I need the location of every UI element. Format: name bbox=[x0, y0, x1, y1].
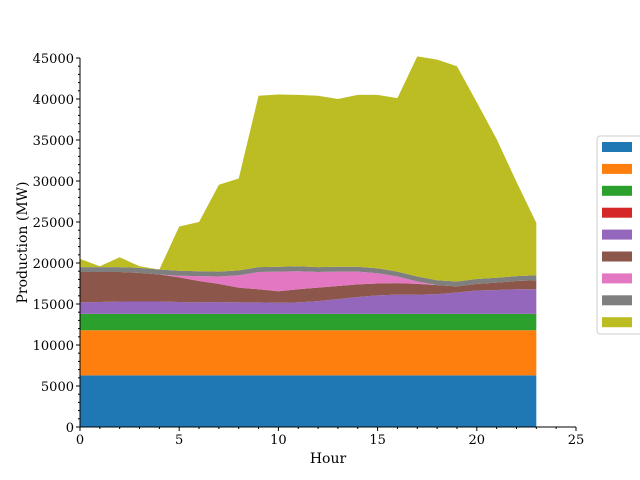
legend-swatch-7 bbox=[602, 273, 632, 284]
area-series-1 bbox=[80, 375, 537, 427]
y-tick-label: 15000 bbox=[33, 298, 74, 313]
y-tick-label: 40000 bbox=[33, 93, 74, 108]
area-series-group bbox=[80, 56, 537, 427]
legend-swatch-2 bbox=[602, 163, 632, 174]
tick-group: 0 5 10 15 20 25 0 5000 10000 15000 20000 25000 30000… bbox=[33, 52, 585, 448]
legend bbox=[596, 135, 640, 335]
y-tick-label: 30000 bbox=[33, 175, 74, 190]
y-tick-label: 45000 bbox=[33, 52, 74, 67]
legend-swatch-9 bbox=[602, 317, 632, 328]
x-axis-title: Hour bbox=[310, 451, 347, 467]
x-tick-label: 0 bbox=[76, 433, 84, 448]
y-tick-label: 35000 bbox=[33, 134, 74, 149]
y-tick-label: 5000 bbox=[41, 380, 74, 395]
area-series-3 bbox=[80, 313, 537, 331]
area-series-9 bbox=[80, 56, 537, 282]
x-tick-label: 5 bbox=[175, 433, 183, 448]
area-series-8 bbox=[80, 266, 537, 287]
y-tick-label: 10000 bbox=[33, 339, 74, 354]
legend-swatch-4 bbox=[602, 207, 632, 218]
legend-swatch-3 bbox=[602, 185, 632, 196]
x-tick-label: 10 bbox=[270, 433, 287, 448]
axes-group bbox=[79, 58, 576, 428]
legend-swatch-1 bbox=[602, 142, 632, 152]
x-tick-label: 20 bbox=[469, 433, 486, 448]
area-series-5 bbox=[80, 289, 537, 314]
x-tick-label: 25 bbox=[568, 433, 585, 448]
y-axis-title: Production (MW) bbox=[15, 181, 31, 303]
area-series-6 bbox=[80, 272, 537, 303]
legend-swatch-8 bbox=[602, 295, 632, 306]
area-series-2 bbox=[80, 330, 537, 376]
x-tick-label: 15 bbox=[369, 433, 386, 448]
legend-swatch-6 bbox=[602, 251, 632, 262]
legend-swatch-5 bbox=[602, 229, 632, 240]
y-tick-label: 25000 bbox=[33, 216, 74, 231]
y-tick-label: 0 bbox=[66, 421, 74, 436]
y-tick-label: 20000 bbox=[33, 257, 74, 272]
area-series-7 bbox=[80, 271, 537, 292]
